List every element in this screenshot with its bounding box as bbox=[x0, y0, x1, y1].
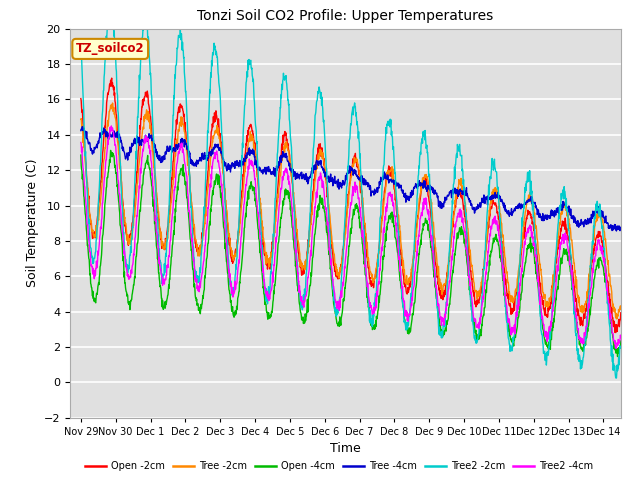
Text: TZ_soilco2: TZ_soilco2 bbox=[76, 42, 145, 55]
Legend: Open -2cm, Tree -2cm, Open -4cm, Tree -4cm, Tree2 -2cm, Tree2 -4cm: Open -2cm, Tree -2cm, Open -4cm, Tree -4… bbox=[81, 457, 597, 475]
X-axis label: Time: Time bbox=[330, 442, 361, 455]
Y-axis label: Soil Temperature (C): Soil Temperature (C) bbox=[26, 159, 38, 288]
Title: Tonzi Soil CO2 Profile: Upper Temperatures: Tonzi Soil CO2 Profile: Upper Temperatur… bbox=[198, 10, 493, 24]
